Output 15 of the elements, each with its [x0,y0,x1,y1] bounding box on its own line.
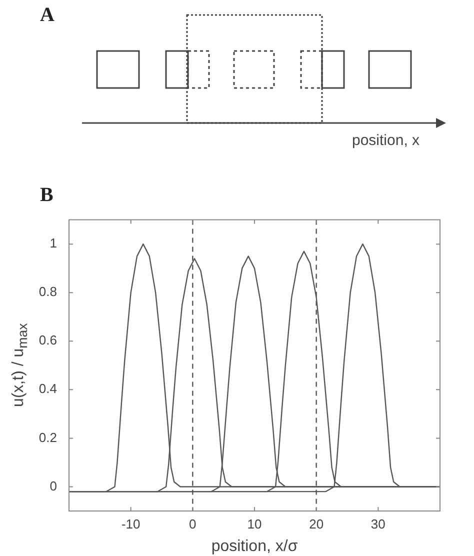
y-tick-label: 0.6 [38,332,57,348]
x-tick-label: 20 [309,516,324,532]
x-tick-label: 30 [370,516,386,532]
chart-title: B [40,184,54,207]
text: A [40,4,54,27]
y-tick-label: 0.8 [38,284,57,300]
y-tick-label: 1 [50,236,57,251]
x-tick-label: -10 [121,516,140,532]
x-axis-title: position, x/σ [211,538,298,555]
y-tick-label: 0.4 [38,381,57,396]
x-tick-label: 0 [189,516,196,532]
y-tick-label: 0 [50,478,57,494]
x-tick-label: 10 [247,516,262,532]
text: position, x [352,132,420,149]
y-tick-label: 0.2 [38,430,57,445]
